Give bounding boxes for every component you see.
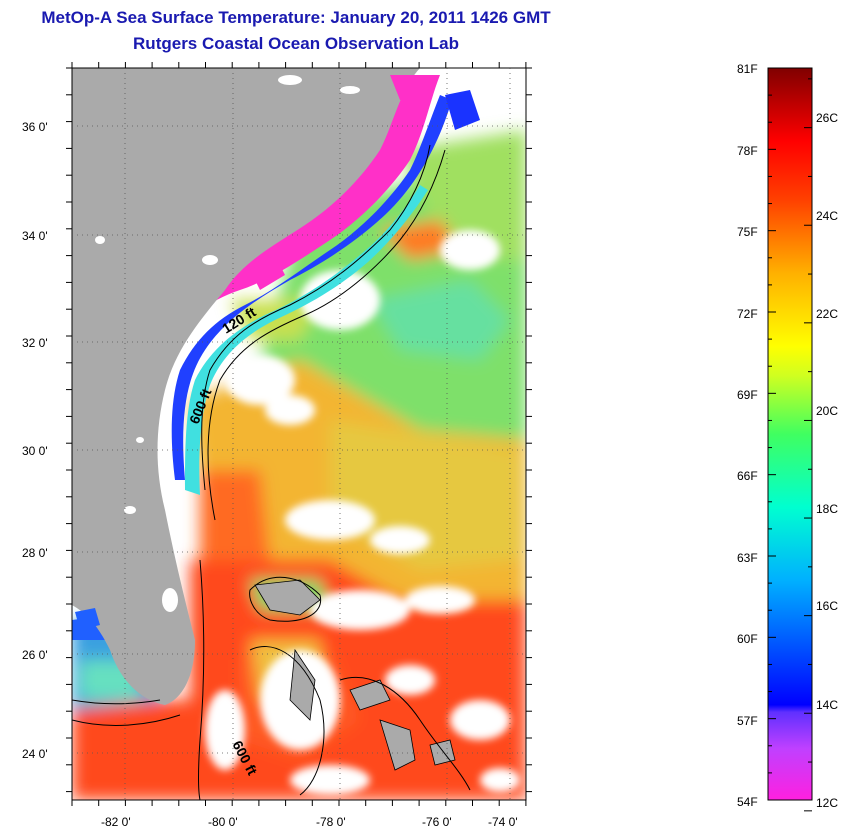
map-frame [71, 67, 527, 801]
legend-ticks [768, 67, 812, 812]
gridlines [72, 68, 526, 800]
legend-color-bar [767, 67, 813, 801]
mild-coastal-band [185, 185, 428, 495]
sst-map: 36 0' 34 0' 32 0' 30 0' 28 0' 26 0' 24 0… [22, 62, 532, 829]
lon-label-80: -80 0' [208, 815, 238, 829]
lon-label-78: -78 0' [316, 815, 346, 829]
legend-c-20: 20C [816, 404, 838, 418]
legend-c-24: 24C [816, 209, 838, 223]
legend-f-66: 66F [737, 469, 758, 483]
lon-label-74: -74 0' [488, 815, 518, 829]
legend-c-18: 18C [816, 502, 838, 516]
legend-f-78: 78F [737, 144, 758, 158]
map-title: MetOp-A Sea Surface Temperature: January… [41, 8, 551, 27]
lon-label-82: -82 0' [101, 815, 131, 829]
legend-f-72: 72F [737, 307, 758, 321]
legend-fahrenheit-labels: 81F 78F 75F 72F 69F 66F 63F 60F 57F 54F [737, 62, 758, 809]
legend-c-12: 12C [816, 796, 838, 810]
lat-label-24: 24 0' [22, 747, 48, 761]
legend-celsius-labels: 26C 24C 22C 20C 18C 16C 14C 12C [816, 111, 838, 810]
legend-f-69: 69F [737, 388, 758, 402]
legend-f-81: 81F [737, 62, 758, 76]
lat-label-34: 34 0' [22, 229, 48, 243]
lat-label-26: 26 0' [22, 648, 48, 662]
axis-ticks [66, 62, 532, 806]
legend-f-63: 63F [737, 551, 758, 565]
lat-label-28: 28 0' [22, 546, 48, 560]
lat-label-36: 36 0' [22, 120, 48, 134]
cold-coastal-band [150, 75, 440, 490]
lon-label-76: -76 0' [422, 815, 452, 829]
cloud-cover [205, 230, 520, 795]
map-subtitle: Rutgers Coastal Ocean Observation Lab [133, 34, 459, 53]
lat-label-30: 30 0' [22, 444, 48, 458]
legend-f-60: 60F [737, 632, 758, 646]
legend-c-22: 22C [816, 307, 838, 321]
longitude-labels: -82 0' -80 0' -78 0' -76 0' -74 0' [101, 815, 518, 829]
depth-contours [72, 144, 471, 800]
legend-f-57: 57F [737, 714, 758, 728]
land-bahamas [254, 579, 456, 771]
latitude-labels: 36 0' 34 0' 32 0' 30 0' 28 0' 26 0' 24 0… [22, 120, 48, 761]
legend-c-16: 16C [816, 599, 838, 613]
lat-label-32: 32 0' [22, 336, 48, 350]
legend-c-14: 14C [816, 698, 838, 712]
legend-f-54: 54F [737, 795, 758, 809]
legend-f-75: 75F [737, 225, 758, 239]
map-image [72, 68, 526, 800]
legend-c-26: 26C [816, 111, 838, 125]
inland-lakes [95, 75, 360, 612]
land-mainland [72, 68, 420, 705]
